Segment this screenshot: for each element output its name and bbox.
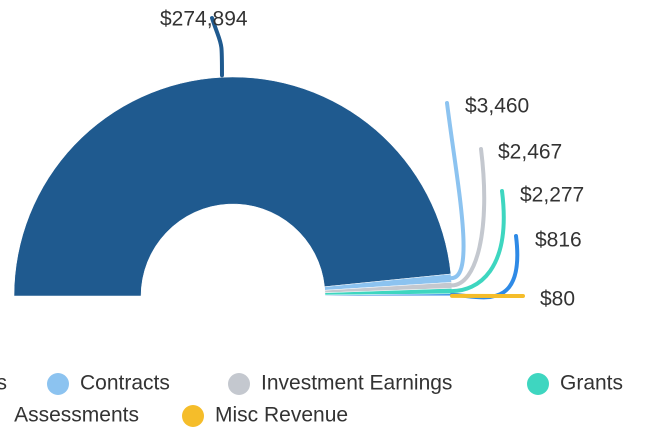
legend-label: Misc Revenue	[215, 404, 348, 427]
data-label: $3,460	[465, 95, 529, 118]
legend-label: Assessments	[14, 404, 139, 427]
data-label: $274,894	[160, 8, 248, 31]
data-label: $80	[540, 288, 575, 311]
legend-swatch	[527, 373, 549, 395]
legend-label: s	[0, 372, 7, 395]
leader-line	[449, 189, 506, 294]
legend-label: Investment Earnings	[261, 372, 452, 395]
leader-line	[449, 147, 487, 288]
data-label: $816	[535, 229, 582, 252]
slice	[13, 76, 452, 297]
leader-line	[445, 101, 466, 281]
data-label: $2,277	[520, 184, 584, 207]
legend-label: Contracts	[80, 372, 170, 395]
legend-label: Grants	[560, 372, 623, 395]
legend-swatch	[47, 373, 69, 395]
data-label: $2,467	[498, 141, 562, 164]
leader-line	[210, 16, 224, 78]
legend-swatch	[228, 373, 250, 395]
legend-swatch	[182, 405, 204, 427]
